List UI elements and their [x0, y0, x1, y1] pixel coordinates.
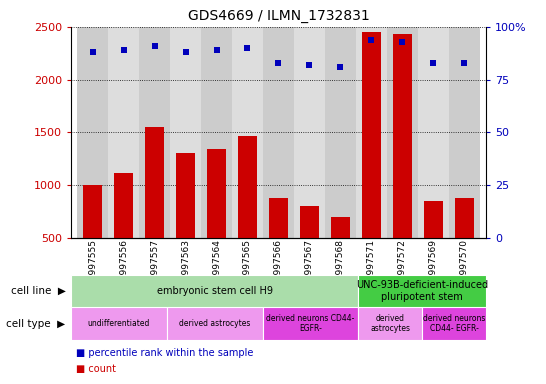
Point — [460, 60, 468, 66]
Point — [243, 45, 252, 51]
Bar — [393, 34, 412, 238]
Bar — [207, 149, 226, 238]
Text: embryonic stem cell H9: embryonic stem cell H9 — [157, 286, 272, 296]
Bar — [114, 173, 133, 238]
Bar — [71, 307, 167, 340]
Bar — [145, 127, 164, 238]
Bar — [201, 27, 232, 238]
Bar — [139, 27, 170, 238]
Bar — [422, 307, 486, 340]
Bar — [331, 217, 349, 238]
Point — [88, 49, 97, 55]
Bar — [449, 27, 480, 238]
Bar — [238, 136, 257, 238]
Bar — [77, 27, 108, 238]
Point — [336, 64, 345, 70]
Point — [274, 60, 283, 66]
Point — [398, 39, 407, 45]
Bar — [294, 27, 325, 238]
Text: ■ percentile rank within the sample: ■ percentile rank within the sample — [76, 348, 254, 358]
Text: derived neurons
CD44- EGFR-: derived neurons CD44- EGFR- — [423, 314, 485, 333]
Text: UNC-93B-deficient-induced
pluripotent stem: UNC-93B-deficient-induced pluripotent st… — [356, 280, 488, 302]
Point — [181, 49, 190, 55]
Bar — [358, 307, 422, 340]
Bar — [232, 27, 263, 238]
Bar — [325, 27, 356, 238]
Bar — [300, 207, 319, 238]
Text: cell type  ▶: cell type ▶ — [7, 318, 66, 329]
Point — [305, 62, 314, 68]
Point — [212, 47, 221, 53]
Bar — [356, 27, 387, 238]
Text: cell line  ▶: cell line ▶ — [10, 286, 66, 296]
Bar — [418, 27, 449, 238]
Point — [429, 60, 438, 66]
Point — [150, 43, 159, 49]
Bar — [269, 198, 288, 238]
Title: GDS4669 / ILMN_1732831: GDS4669 / ILMN_1732831 — [188, 9, 369, 23]
Bar — [263, 27, 294, 238]
Bar — [263, 307, 358, 340]
Bar — [167, 307, 263, 340]
Bar — [108, 27, 139, 238]
Bar — [176, 152, 195, 238]
Point — [119, 47, 128, 53]
Bar — [424, 200, 443, 238]
Text: ■ count: ■ count — [76, 364, 116, 374]
Bar — [170, 27, 201, 238]
Point — [367, 36, 376, 43]
Bar — [387, 27, 418, 238]
Bar — [362, 32, 381, 238]
Bar — [455, 199, 473, 238]
Text: derived astrocytes: derived astrocytes — [179, 319, 250, 328]
Bar — [358, 275, 486, 307]
Bar — [84, 185, 102, 238]
Text: undifferentiated: undifferentiated — [88, 319, 150, 328]
Bar — [71, 275, 358, 307]
Text: derived
astrocytes: derived astrocytes — [370, 314, 410, 333]
Text: derived neurons CD44-
EGFR-: derived neurons CD44- EGFR- — [266, 314, 354, 333]
